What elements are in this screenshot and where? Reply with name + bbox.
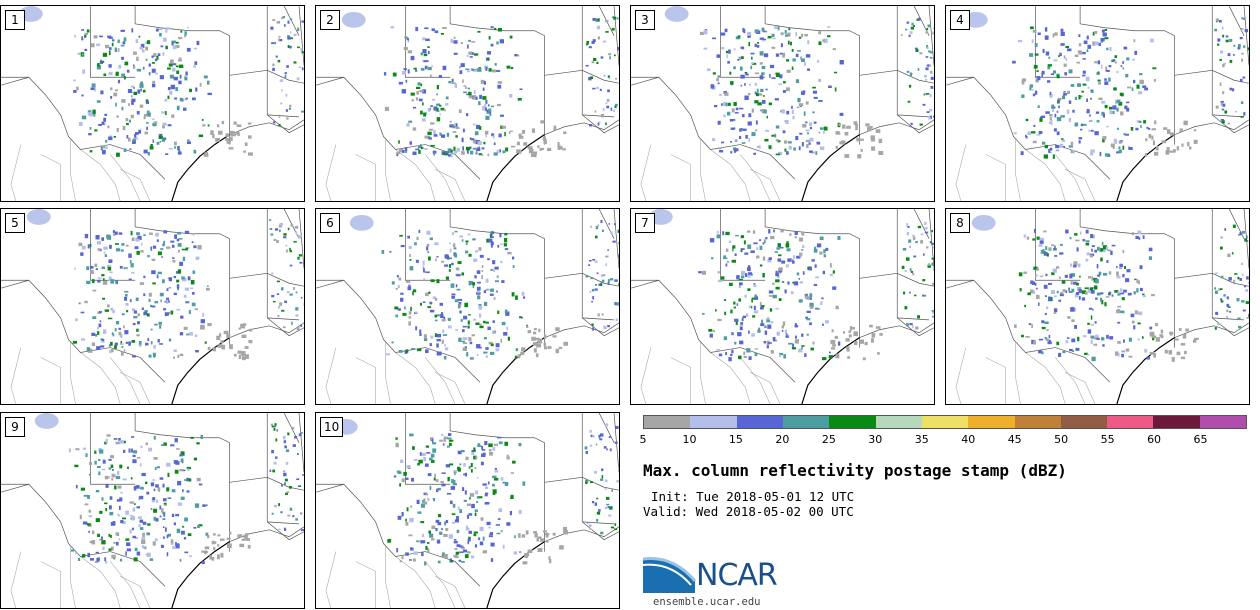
map-icon [631,6,934,201]
panel-member-label: 8 [950,213,970,233]
postage-stamp-panel: 7 [630,208,935,405]
postage-stamp-panel: 10 [315,412,620,609]
figure-title: Max. column reflectivity postage stamp (… [643,461,1067,480]
website-link[interactable]: ensemble.ucar.edu [653,596,761,608]
colorbar-swatch [1014,416,1061,428]
panel-member-label: 9 [5,417,25,437]
postage-stamp-panel: 1 [0,5,305,202]
init-time: Init: Tue 2018-05-01 12 UTC [651,489,855,504]
colorbar-tick-label: 10 [682,433,697,446]
colorbar-swatch [736,416,783,428]
panel-member-label: 3 [635,10,655,30]
map-icon [946,209,1249,404]
colorbar-tick-label: 60 [1147,433,1162,446]
map-icon [316,6,619,201]
postage-stamp-panel: 9 [0,412,305,609]
map-icon [1,413,304,608]
colorbar-tick-label: 35 [914,433,929,446]
map-icon [1,6,304,201]
colorbar-tick-label: 40 [961,433,976,446]
postage-stamp-panel: 3 [630,5,935,202]
colorbar-swatch [644,416,691,428]
colorbar-tick-label: 20 [775,433,790,446]
colorbar-swatch [1107,416,1154,428]
panel-member-label: 1 [5,10,25,30]
map-icon [316,413,619,608]
postage-stamp-panel: 6 [315,208,620,405]
map-icon [1,209,304,404]
postage-stamp-panel: 4 [945,5,1250,202]
colorbar-swatch [829,416,876,428]
colorbar-swatch [875,416,922,428]
colorbar-tick-label: 45 [1007,433,1022,446]
colorbar-swatch [1060,416,1108,428]
reflectivity-colorbar [643,415,1247,429]
colorbar-swatch [690,416,737,428]
colorbar-swatch [921,416,969,428]
map-icon [316,209,619,404]
colorbar-tick-label: 15 [728,433,743,446]
panel-member-label: 4 [950,10,970,30]
postage-stamp-panel: 2 [315,5,620,202]
panel-member-label: 5 [5,213,25,233]
colorbar-tick-label: 30 [868,433,883,446]
panel-member-label: 10 [320,417,344,437]
colorbar-swatch [1153,416,1200,428]
valid-time: Valid: Wed 2018-05-02 00 UTC [643,504,854,519]
postage-stamp-panel: 5 [0,208,305,405]
map-icon [631,209,934,404]
colorbar-swatch [1199,416,1247,428]
postage-stamp-panel: 8 [945,208,1250,405]
colorbar-swatch [782,416,830,428]
panel-member-label: 2 [320,10,340,30]
map-icon [946,6,1249,201]
colorbar-tick-label: 25 [821,433,836,446]
colorbar-tick-label: 5 [639,433,647,446]
colorbar-tick-label: 65 [1193,433,1208,446]
panel-member-label: 7 [635,213,655,233]
colorbar-swatch [968,416,1015,428]
colorbar-ticks: 5 10 15 20 25 30 35 40 45 50 55 60 65 [639,433,1247,447]
colorbar-tick-label: 50 [1054,433,1069,446]
colorbar-tick-label: 55 [1100,433,1115,446]
panel-member-label: 6 [320,213,340,233]
ncar-logo-icon [643,556,697,593]
logo-wordmark: NCAR [696,558,778,593]
